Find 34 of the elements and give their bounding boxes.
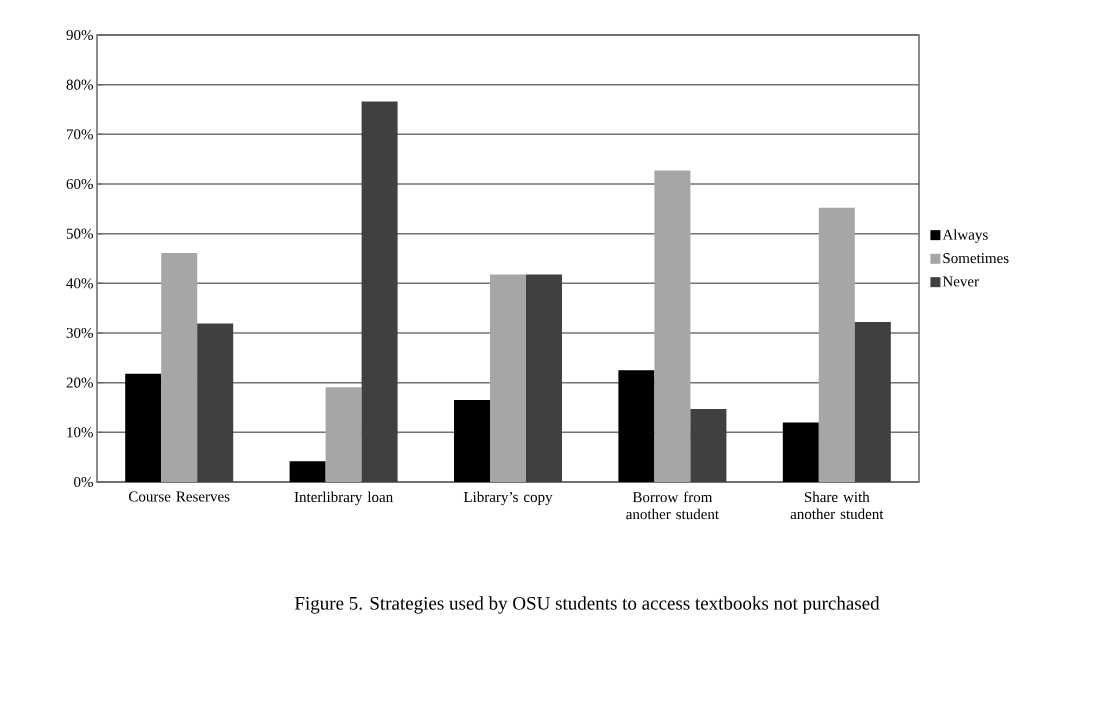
x-tick-label: Course Reserves <box>128 491 230 502</box>
y-tick-label: 30% <box>66 327 93 339</box>
y-tick-label: 60% <box>66 178 93 190</box>
bar <box>361 101 398 482</box>
x-tick-label: Library’s copy <box>463 491 553 506</box>
bar <box>526 274 562 482</box>
caption: Figure 5. Strategies used by OSU students to access textbooks not purchased <box>294 596 880 614</box>
legend-label: Always <box>942 229 988 243</box>
bar <box>690 408 727 482</box>
y-tick-label: 80% <box>66 79 93 90</box>
x-tick-label: Interlibrary loan <box>294 491 393 506</box>
y-tick-label: 90% <box>66 29 93 41</box>
y-tick-label: 50% <box>66 228 93 239</box>
y-tick-label: 20% <box>66 377 93 388</box>
bar <box>454 400 490 482</box>
y-tick-label: 10% <box>67 427 93 438</box>
bar <box>654 170 691 482</box>
bar <box>818 207 855 482</box>
x-tick-label: Share with another student <box>790 491 884 520</box>
bar <box>618 370 655 482</box>
bar <box>854 322 891 482</box>
bar <box>490 274 526 482</box>
x-tick-label: Borrow from another student <box>626 491 719 520</box>
bar <box>325 387 362 482</box>
bar <box>161 253 198 482</box>
bar <box>125 373 162 482</box>
bar <box>782 422 819 482</box>
legend-label: Sometimes <box>943 253 1009 264</box>
bar <box>289 461 326 482</box>
bar <box>197 323 234 482</box>
legend-label: Never <box>942 276 979 287</box>
y-tick-label: 0% <box>74 476 93 488</box>
y-tick-label: 40% <box>66 278 93 289</box>
y-tick-label: 70% <box>66 129 93 140</box>
